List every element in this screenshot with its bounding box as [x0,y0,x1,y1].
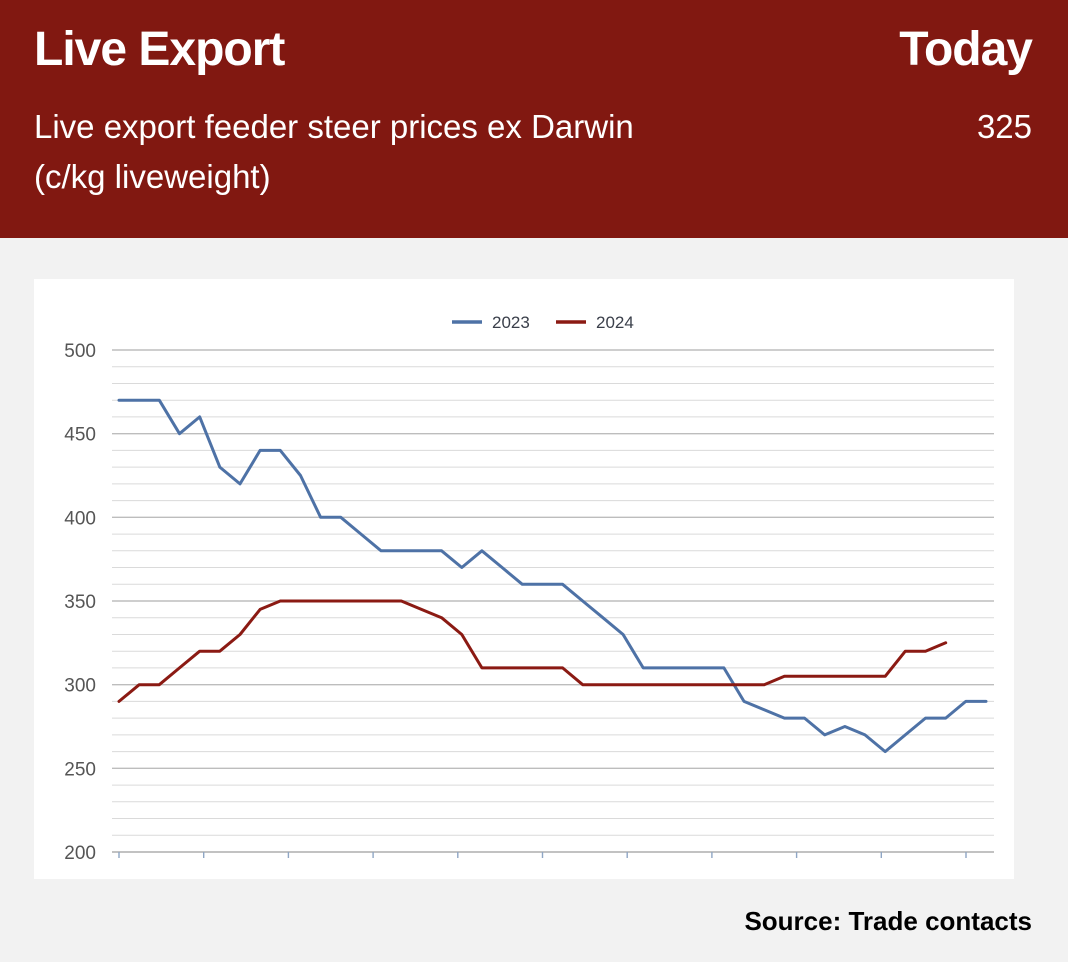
series-line-2024 [117,599,948,703]
line-chart: 200 250 300 350 400 450 500 2023 2024 [64,313,994,864]
y-tick-label: 200 [64,843,96,864]
chart-card: 200 250 300 350 400 450 500 2023 2024 [34,279,1014,879]
y-tick-label: 250 [64,759,96,780]
y-tick-label: 350 [64,592,96,613]
today-label: Today [899,23,1033,76]
y-tick-label: 400 [64,508,96,529]
series-line-2023 [117,398,988,754]
page-title: Live Export [34,23,285,76]
source-note: Source: Trade contacts [744,906,1032,936]
header-banner: Live Export Today Live export feeder ste… [0,0,1068,238]
y-tick-label: 300 [64,676,96,697]
legend-label-2024: 2024 [596,313,634,332]
y-tick-label: 450 [64,425,96,446]
y-tick-label: 500 [64,341,96,362]
legend-label-2023: 2023 [492,313,530,332]
today-value: 325 [976,108,1032,145]
chart-subtitle: Live export feeder steer prices ex Darwi… [34,108,634,195]
